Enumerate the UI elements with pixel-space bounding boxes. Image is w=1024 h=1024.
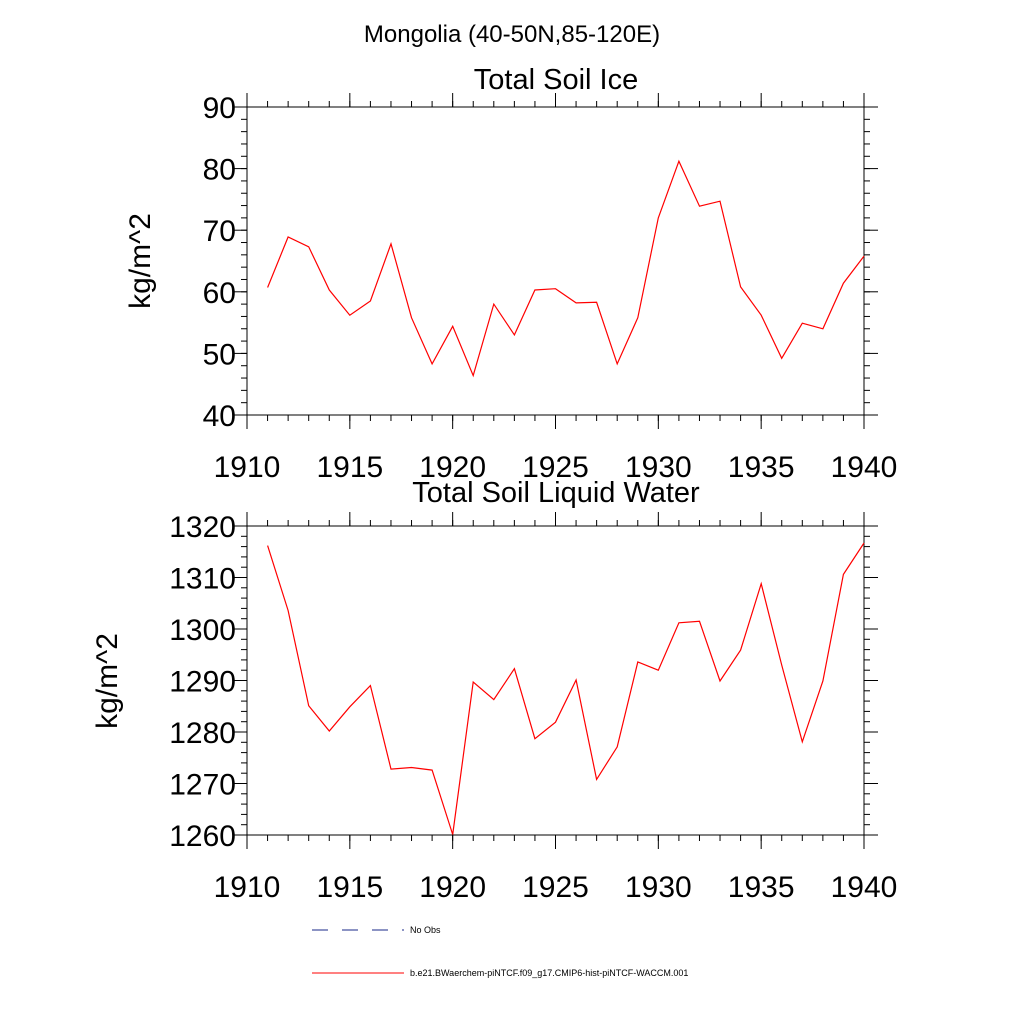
legend-item-no-obs: No Obs <box>312 925 441 935</box>
y-tick-label: 1320 <box>169 511 236 544</box>
x-tick-label: 1910 <box>214 871 281 904</box>
y-tick-label: 1280 <box>169 717 236 750</box>
x-tick-label: 1930 <box>625 871 692 904</box>
legend-item-model-run: b.e21.BWaerchem-piNTCF.f09_g17.CMIP6-his… <box>312 968 688 978</box>
plot-frame <box>246 106 865 416</box>
y-tick-label: 60 <box>203 277 236 310</box>
plot-frame <box>246 525 865 836</box>
panel-title: Total Soil Ice <box>474 64 638 96</box>
panel-title: Total Soil Liquid Water <box>412 477 700 509</box>
y-tick-label: 90 <box>203 92 236 125</box>
axes-frame: 1260 1270 1280 1290 1300 1310 1320 1910 1915 1920… <box>169 511 897 904</box>
y-tick-label: 1260 <box>169 820 236 853</box>
legend-label: b.e21.BWaerchem-piNTCF.f09_g17.CMIP6-his… <box>410 968 688 978</box>
x-tick-label: 1930 <box>625 451 692 484</box>
legend-label: No Obs <box>410 925 441 935</box>
y-tick-label: 70 <box>203 215 236 248</box>
legend: No Obs b.e21.BWaerchem-piNTCF.f09_g17.CM… <box>312 925 688 978</box>
x-tick-label: 1920 <box>419 871 486 904</box>
axes-frame: 40 50 60 70 80 90 1910 1915 1920 1925 1930 1935 1940 <box>203 92 898 484</box>
y-tick-label: 1290 <box>169 666 236 699</box>
x-tick-label: 1915 <box>316 871 383 904</box>
x-tick-label: 1935 <box>728 871 795 904</box>
y-tick-label: 1300 <box>169 614 236 647</box>
series-line <box>267 159 865 378</box>
figure-suptitle: Mongolia (40-50N,85-120E) <box>364 21 660 48</box>
y-tick-label: 1310 <box>169 563 236 596</box>
x-tick-label: 1925 <box>522 451 589 484</box>
y-tick-label: 1270 <box>169 769 236 802</box>
x-tick-label: 1915 <box>316 451 383 484</box>
y-tick-label: 80 <box>203 154 236 187</box>
y-tick-label: 40 <box>203 400 236 433</box>
y-axis-label: kg/m^2 <box>91 633 124 729</box>
x-tick-label: 1920 <box>419 451 486 484</box>
panel-soil-ice: Total Soil Ice kg/m^2 40 50 60 70 80 90 1910 19… <box>124 64 897 484</box>
x-tick-label: 1935 <box>728 451 795 484</box>
y-axis-label: kg/m^2 <box>124 213 157 309</box>
x-tick-label: 1925 <box>522 871 589 904</box>
x-tick-label: 1940 <box>831 871 898 904</box>
x-tick-label: 1910 <box>214 451 281 484</box>
series-line <box>267 542 865 835</box>
y-tick-label: 50 <box>203 338 236 371</box>
panel-soil-liquid-water: Total Soil Liquid Water kg/m^2 126012701… <box>91 477 897 904</box>
x-tick-label: 1940 <box>831 451 898 484</box>
